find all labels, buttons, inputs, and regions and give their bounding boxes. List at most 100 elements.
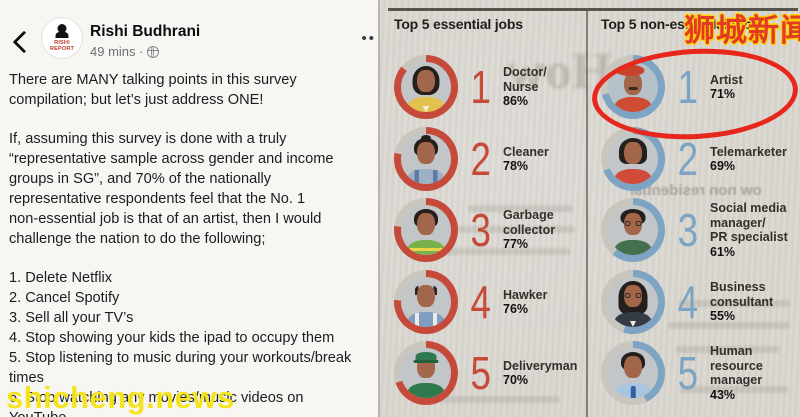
- job-percentage: 61%: [710, 244, 736, 259]
- garbage-collector-avatar: [401, 205, 451, 255]
- job-row-business-consultant: 4 Business consultant 55%: [601, 269, 773, 335]
- post-timestamp: 49 mins ·: [90, 44, 144, 59]
- donut-chart: [394, 127, 458, 191]
- job-percentage: 43%: [710, 387, 736, 402]
- facebook-post-header: RISHI REPORT Rishi Budhrani 49 mins · ••: [0, 10, 378, 62]
- non-essential-jobs-column: Top 5 non-essential jobs 1 Artist 71% 2 T…: [601, 16, 799, 405]
- artist-avatar: [608, 62, 658, 112]
- showthrough-smudge: [668, 322, 790, 329]
- rank-number: 3: [470, 204, 491, 256]
- job-label: Cleaner 78%: [503, 145, 549, 174]
- job-label: Artist 71%: [710, 73, 743, 102]
- rank-number: 5: [677, 347, 698, 399]
- person-silhouette-icon: [55, 24, 69, 38]
- job-row-garbage-collector: 3 Garbage collector 77%: [394, 197, 555, 263]
- rank-number: 5: [470, 347, 491, 399]
- job-percentage: 76%: [503, 302, 529, 316]
- donut-chart: [394, 270, 458, 334]
- rank-number: 4: [677, 276, 698, 328]
- donut-chart: [394, 198, 458, 262]
- newspaper-infographic-panel: How ow non residential Top 5 essential j…: [378, 0, 800, 417]
- post-meta: 49 mins ·: [90, 44, 160, 59]
- job-name: Doctor/ Nurse: [503, 65, 547, 94]
- job-name: Garbage collector: [503, 208, 556, 237]
- donut-chart: [394, 55, 458, 119]
- job-name: Deliveryman: [503, 358, 578, 373]
- rank-number: 2: [677, 133, 698, 185]
- post-paragraph-list: 1. Delete Netflix 2. Cancel Spotify 3. S…: [9, 270, 352, 417]
- job-row-social-media-manager: 3 Social media manager/ PR specialist 61%: [601, 197, 788, 263]
- job-percentage: 86%: [503, 94, 529, 109]
- job-name: Human resource manager: [710, 344, 763, 387]
- job-name: Social media manager/ PR specialist: [710, 201, 788, 244]
- cleaner-avatar: [401, 134, 451, 184]
- human-resource-manager-avatar: [608, 348, 658, 398]
- donut-chart: [601, 341, 665, 405]
- showthrough-smudge: [676, 346, 780, 353]
- job-row-doctor-nurse: 1 Doctor/ Nurse 86%: [394, 54, 547, 120]
- deliveryman-avatar: [401, 348, 451, 398]
- post-paragraph: If, assuming this survey is done with a …: [9, 131, 334, 247]
- job-label: Deliveryman 70%: [503, 359, 577, 388]
- job-name: Artist: [710, 72, 743, 87]
- job-percentage: 78%: [503, 159, 529, 173]
- job-label: Telemarketer 69%: [710, 145, 787, 174]
- non-essential-jobs-title: Top 5 non-essential jobs: [601, 16, 760, 32]
- rank-number: 1: [470, 61, 491, 113]
- newspaper-top-rule: [388, 8, 798, 11]
- rank-number: 3: [677, 204, 698, 256]
- rank-number: 2: [470, 133, 491, 185]
- job-percentage: 71%: [710, 87, 736, 101]
- more-options-icon[interactable]: ••: [361, 30, 376, 47]
- social-media-manager-avatar: [608, 205, 658, 255]
- rank-number: 4: [470, 276, 491, 328]
- public-privacy-globe-icon: [147, 45, 160, 58]
- donut-chart: [394, 341, 458, 405]
- donut-chart: [601, 127, 665, 191]
- showthrough-smudge: [438, 248, 570, 255]
- donut-chart: [601, 198, 665, 262]
- job-percentage: 69%: [710, 159, 736, 173]
- site-watermark-chinese: 狮城新闻: [684, 13, 800, 48]
- job-row-telemarketer: 2 Telemarketer 69%: [601, 126, 787, 192]
- job-label: Hawker 76%: [503, 288, 547, 317]
- job-label: Human resource manager 43%: [710, 344, 763, 402]
- business-consultant-avatar: [608, 277, 658, 327]
- column-divider: [586, 11, 588, 417]
- site-watermark-domain: shicheng.news: [6, 380, 235, 415]
- facebook-post-panel: RISHI REPORT Rishi Budhrani 49 mins · ••…: [0, 0, 378, 417]
- showthrough-smudge: [680, 386, 788, 393]
- essential-jobs-column: Top 5 essential jobs 1 Doctor/ Nurse 86% …: [394, 16, 586, 405]
- telemarketer-avatar: [608, 134, 658, 184]
- showthrough-smudge: [678, 300, 790, 307]
- job-percentage: 70%: [503, 373, 529, 387]
- job-name: Business consultant: [710, 280, 774, 309]
- job-name: Hawker: [503, 287, 548, 302]
- job-percentage: 77%: [503, 237, 529, 252]
- job-name: Telemarketer: [710, 144, 787, 159]
- job-label: Social media manager/ PR specialist 61%: [710, 201, 788, 259]
- donut-chart: [601, 270, 665, 334]
- job-name: Cleaner: [503, 144, 549, 159]
- post-text: There are MANY talking points in this su…: [9, 70, 375, 417]
- job-percentage: 55%: [710, 309, 736, 324]
- doctor-nurse-avatar: [401, 62, 451, 112]
- page-name[interactable]: Rishi Budhrani: [90, 23, 201, 40]
- post-paragraph: There are MANY talking points in this su…: [9, 72, 297, 108]
- job-label: Doctor/ Nurse 86%: [503, 65, 547, 109]
- job-row-hawker: 4 Hawker 76%: [394, 269, 547, 335]
- rank-number: 1: [677, 61, 698, 113]
- job-row-deliveryman: 5 Deliveryman 70%: [394, 340, 577, 406]
- donut-chart: [601, 55, 665, 119]
- back-icon[interactable]: [12, 30, 36, 54]
- job-row-human-resource-manager: 5 Human resource manager 43%: [601, 340, 763, 406]
- job-label: Business consultant 55%: [710, 280, 773, 324]
- hawker-avatar: [401, 277, 451, 327]
- showthrough-smudge: [468, 205, 573, 212]
- showthrough-smudge: [440, 396, 560, 403]
- job-row-artist: 1 Artist 71%: [601, 54, 743, 120]
- logo-text: RISHI REPORT: [49, 40, 75, 52]
- essential-jobs-title: Top 5 essential jobs: [394, 16, 523, 32]
- rishi-report-logo[interactable]: RISHI REPORT: [42, 18, 82, 58]
